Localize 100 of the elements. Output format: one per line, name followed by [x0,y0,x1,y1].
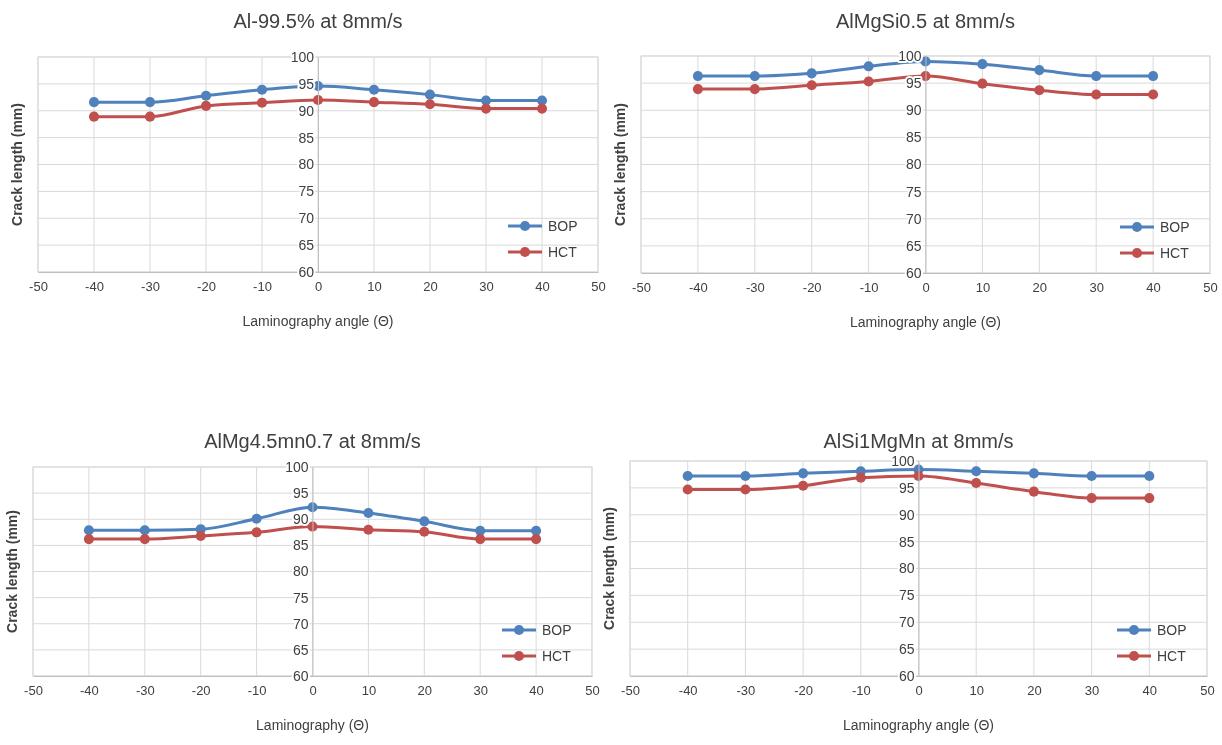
point [475,525,486,536]
point [806,68,817,79]
x-tick-label: -10 [253,279,272,295]
x-tick-label: -50 [632,280,651,296]
x-tick-label: -40 [689,280,708,296]
x-tick-label: 0 [309,683,317,699]
legend-label: HCT [1160,245,1190,261]
chart-title: AlMgSi0.5 at 8mm/s [836,10,1015,32]
x-tick-label: 50 [591,279,606,295]
x-tick-label: -40 [85,279,104,295]
point [971,478,982,489]
point [1144,493,1155,504]
x-tick-label: -30 [135,683,155,699]
x-tick-label: -20 [197,279,216,295]
x-tick-label: 30 [1089,280,1104,296]
x-tick-label: -40 [80,683,99,699]
point [1086,471,1097,482]
point [1144,471,1155,482]
point [419,526,430,537]
point [256,84,268,95]
x-tick-label: 30 [479,279,494,295]
y-tick-label: 75 [905,183,922,200]
point [1148,71,1159,82]
y-tick-label: 75 [898,587,915,604]
point [1091,71,1102,82]
x-tick-label: -50 [29,279,48,295]
legend-label: BOP [1160,219,1190,235]
y-tick-label: 85 [898,533,915,550]
point [971,466,982,477]
x-tick-label: 50 [1200,683,1215,699]
point [200,90,212,101]
x-tick-label: -40 [678,683,698,699]
point [480,103,492,114]
point [531,525,542,536]
y-tick-label: 90 [905,102,922,119]
point [536,103,548,114]
x-tick-label: 50 [1203,280,1218,296]
point [256,97,268,108]
point [424,99,436,110]
point [424,89,436,100]
x-tick-label: -20 [794,683,813,699]
point [1034,65,1045,76]
point [419,516,430,527]
point [692,84,703,95]
chart-title: AlSi1MgMn at 8mm/s [823,430,1014,452]
x-tick-label: -20 [802,280,822,296]
x-tick-label: 40 [535,279,550,295]
y-tick-label: 80 [898,560,915,577]
point [798,468,809,479]
x-tick-label: -10 [247,683,267,699]
x-tick-label: 30 [473,683,488,699]
y-tick-label: 60 [292,667,309,684]
x-tick-label: -30 [141,279,160,295]
y-tick-label: 65 [298,237,315,254]
point [682,484,693,495]
x-tick-label: -50 [24,683,43,699]
x-tick-label: 10 [367,279,382,295]
y-tick-label: 70 [292,615,309,632]
x-tick-label: 20 [1027,683,1042,699]
point [144,111,156,122]
y-axis-title: Crack length (mm) [612,103,628,226]
x-tick-label: 40 [529,683,544,699]
x-tick-label: 30 [1084,683,1100,699]
x-tick-label: -10 [851,683,871,699]
point [475,534,486,545]
y-tick-label: 75 [292,589,309,606]
x-tick-label: 10 [969,683,984,699]
point [740,471,751,482]
y-tick-label: 85 [298,129,315,146]
y-tick-label: 100 [285,458,309,475]
y-axis-title: Crack length (mm) [9,103,25,226]
point [83,525,94,536]
y-tick-label: 90 [292,511,309,528]
y-tick-label: 60 [898,667,915,684]
point [749,84,760,95]
x-tick-label: 20 [417,683,433,699]
x-tick-label: 40 [1146,280,1161,296]
y-tick-label: 70 [905,210,922,227]
y-tick-label: 80 [905,156,922,173]
point [144,97,156,108]
point [531,534,542,545]
legend-label: HCT [1157,648,1187,664]
point [798,480,809,491]
point [682,471,693,482]
point [88,111,100,122]
point [363,507,374,519]
y-tick-label: 85 [292,537,309,554]
y-tick-label: 60 [298,263,315,280]
point [1028,468,1039,479]
point [251,527,262,538]
point [749,71,760,82]
y-tick-label: 70 [298,210,315,227]
point [1148,89,1159,100]
point [863,76,874,87]
x-tick-label: -30 [736,683,756,699]
y-tick-label: 100 [290,48,315,65]
point [363,524,374,535]
x-tick-label: 20 [1032,280,1048,296]
x-tick-label: 0 [314,279,323,295]
point [977,78,988,89]
